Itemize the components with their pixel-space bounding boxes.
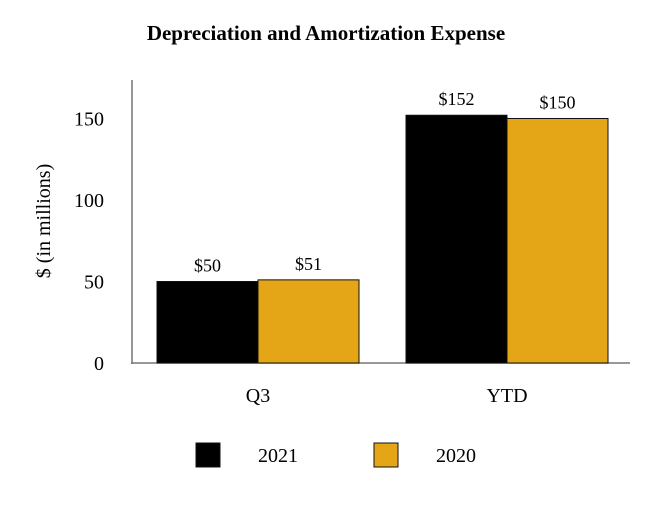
plot-area: 0 50 100 150 $50 $51 Q3 $152 $150 YTD [74, 80, 630, 407]
legend-swatch-2021 [195, 442, 221, 468]
data-label: $152 [439, 89, 475, 109]
y-tick-label: 150 [74, 109, 104, 131]
data-label: $150 [540, 93, 576, 113]
legend-swatch-2020 [373, 442, 399, 468]
x-tick-label: YTD [486, 385, 527, 407]
y-tick-label: 0 [94, 353, 104, 375]
bar-q3-2020 [257, 279, 360, 364]
legend-label: 2021 [258, 445, 298, 467]
bar-ytd-2021 [405, 114, 508, 364]
y-tick-label: 50 [84, 272, 104, 294]
y-tick-label: 100 [74, 190, 104, 212]
data-label: $51 [295, 254, 322, 274]
legend: 2021 2020 [195, 442, 476, 468]
bar-ytd-2020 [506, 118, 609, 364]
x-tick-label: Q3 [246, 385, 270, 407]
chart-title: Depreciation and Amortization Expense [147, 21, 505, 45]
legend-label: 2020 [436, 445, 476, 467]
bar-q3-2021 [156, 281, 259, 364]
y-axis-label: $ (in millions) [33, 164, 55, 278]
data-label: $50 [194, 256, 221, 276]
